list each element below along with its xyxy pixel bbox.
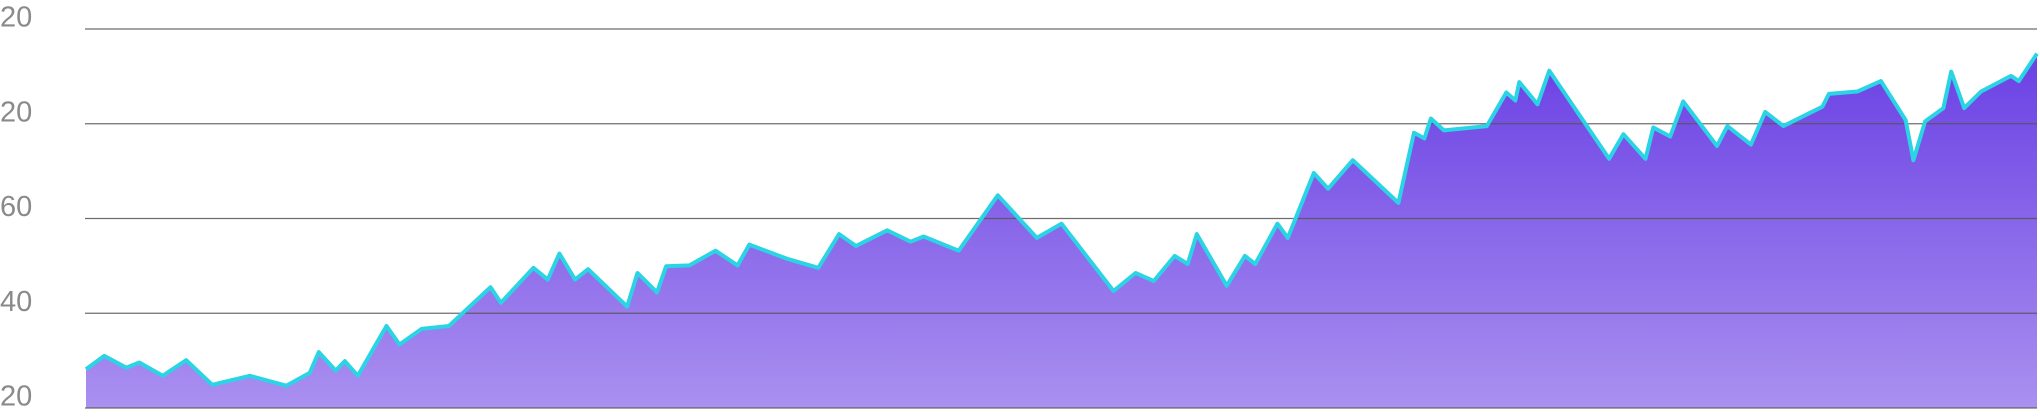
y-tick-label: 20	[0, 381, 32, 413]
y-tick-label: 60	[0, 191, 32, 223]
area-fill	[86, 53, 2037, 408]
y-tick-label: 40	[0, 286, 32, 318]
y-tick-label: 20	[0, 96, 32, 128]
area-line	[84, 52, 2039, 388]
y-tick-label: 20	[0, 2, 32, 34]
